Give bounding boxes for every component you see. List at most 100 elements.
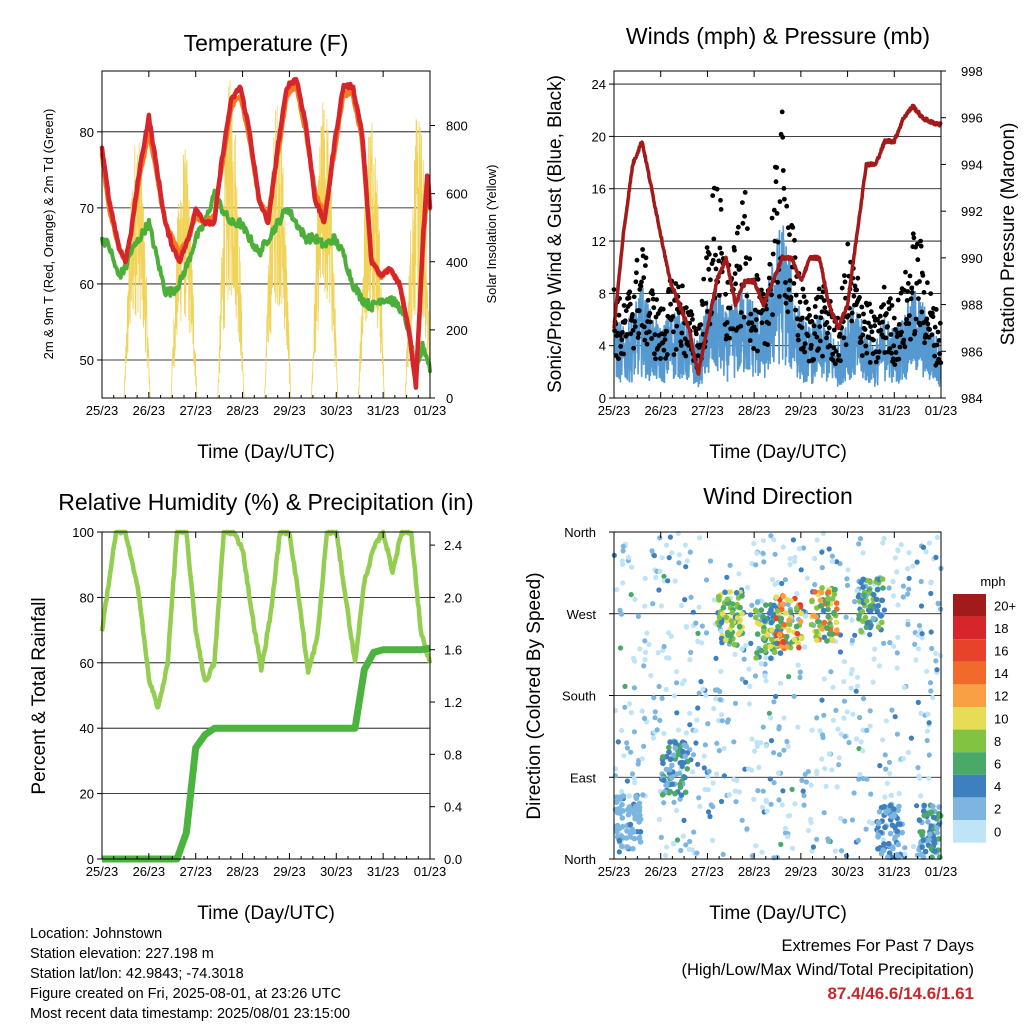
direction-point (710, 780, 716, 786)
gust-point (830, 358, 836, 363)
direction-point (780, 639, 786, 645)
direction-point (930, 803, 936, 809)
direction-point (887, 802, 894, 809)
direction-point (687, 722, 693, 728)
legend-swatch (953, 774, 986, 798)
gust-point (651, 305, 657, 311)
gust-point (880, 319, 885, 325)
direction-xtick-label: 27/23 (691, 864, 724, 879)
gust-point (767, 261, 773, 267)
gust-point (808, 342, 814, 348)
direction-point (771, 780, 777, 786)
gust-point (663, 355, 668, 361)
direction-point (929, 645, 935, 652)
humidity-ytick-label: 100 (72, 525, 94, 540)
direction-point (695, 638, 701, 645)
direction-point (849, 817, 856, 823)
gust-point (708, 277, 713, 283)
gust-point (774, 165, 779, 170)
direction-point (844, 576, 850, 582)
gust-point (701, 276, 707, 282)
direction-point (880, 585, 886, 591)
gust-point (646, 329, 652, 335)
direction-point (775, 770, 781, 776)
direction-point (768, 801, 774, 807)
legend-swatch (953, 820, 986, 843)
gust-point (690, 317, 695, 322)
gust-point (642, 337, 648, 343)
direction-point (796, 546, 803, 552)
legend-label: 14 (994, 666, 1008, 681)
direction-point (666, 555, 672, 561)
direction-point (739, 611, 745, 617)
direction-point (630, 829, 637, 835)
humidity-ytick-label: 0 (87, 852, 94, 867)
winds-ytick-right-label: 998 (961, 64, 983, 79)
gust-point (824, 335, 829, 341)
gust-point (683, 305, 689, 310)
direction-point (792, 554, 798, 560)
winds-title: Winds (mph) & Pressure (mb) (626, 23, 930, 49)
direction-point (700, 686, 706, 692)
direction-point (751, 796, 757, 803)
winds-ytick-label: 16 (592, 182, 606, 197)
gust-point (845, 313, 851, 318)
direction-point (773, 693, 779, 700)
direction-point (882, 752, 888, 758)
humidity-xtick-label: 30/23 (320, 864, 353, 879)
direction-point (724, 596, 731, 603)
direction-point (844, 582, 851, 589)
gust-point (713, 266, 719, 272)
direction-point (831, 591, 838, 598)
direction-xtick-label: 31/23 (878, 864, 911, 879)
gust-point (935, 329, 941, 335)
gust-point (843, 342, 849, 348)
gust-point (780, 134, 786, 140)
direction-point (841, 715, 847, 721)
direction-point (920, 544, 927, 551)
gust-point (817, 324, 823, 329)
direction-point (712, 687, 719, 693)
gust-point (689, 312, 695, 318)
gust-point (864, 350, 870, 356)
direction-point (705, 773, 711, 780)
direction-point (919, 631, 925, 637)
gust-point (755, 348, 760, 354)
direction-point (769, 627, 775, 633)
direction-point (764, 632, 771, 638)
direction-point (914, 803, 920, 809)
direction-point (720, 851, 726, 858)
direction-point (925, 819, 931, 825)
direction-point (784, 596, 790, 603)
direction-point (808, 782, 814, 788)
gust-point (744, 293, 750, 299)
humidity-ytick-label: 80 (80, 590, 94, 605)
direction-point (620, 543, 626, 549)
direction-point (736, 789, 743, 795)
direction-ylabel-left: Direction (Colored By Speed) (524, 572, 545, 819)
direction-point (832, 586, 838, 593)
gust-point (933, 307, 939, 312)
direction-point (661, 800, 667, 806)
direction-point (632, 815, 638, 822)
gust-point (760, 308, 765, 313)
direction-point (637, 646, 643, 652)
direction-xtick-label: 29/23 (785, 864, 818, 879)
direction-point (729, 622, 735, 629)
gust-point (859, 304, 865, 310)
direction-ytick-label: West (567, 607, 597, 622)
direction-point (739, 817, 745, 823)
humidity-ytick-label: 20 (80, 787, 94, 802)
gust-point (788, 295, 794, 300)
gust-point (888, 332, 894, 337)
direction-point (863, 826, 869, 832)
direction-point (776, 752, 783, 758)
gust-point (881, 302, 886, 307)
direction-point (720, 604, 727, 611)
direction-point (734, 777, 740, 784)
gust-point (860, 332, 866, 338)
direction-point (771, 537, 777, 543)
legend-swatch (953, 797, 986, 820)
direction-point (657, 535, 663, 541)
humidity-ytick-right-label: 0.8 (444, 747, 462, 762)
